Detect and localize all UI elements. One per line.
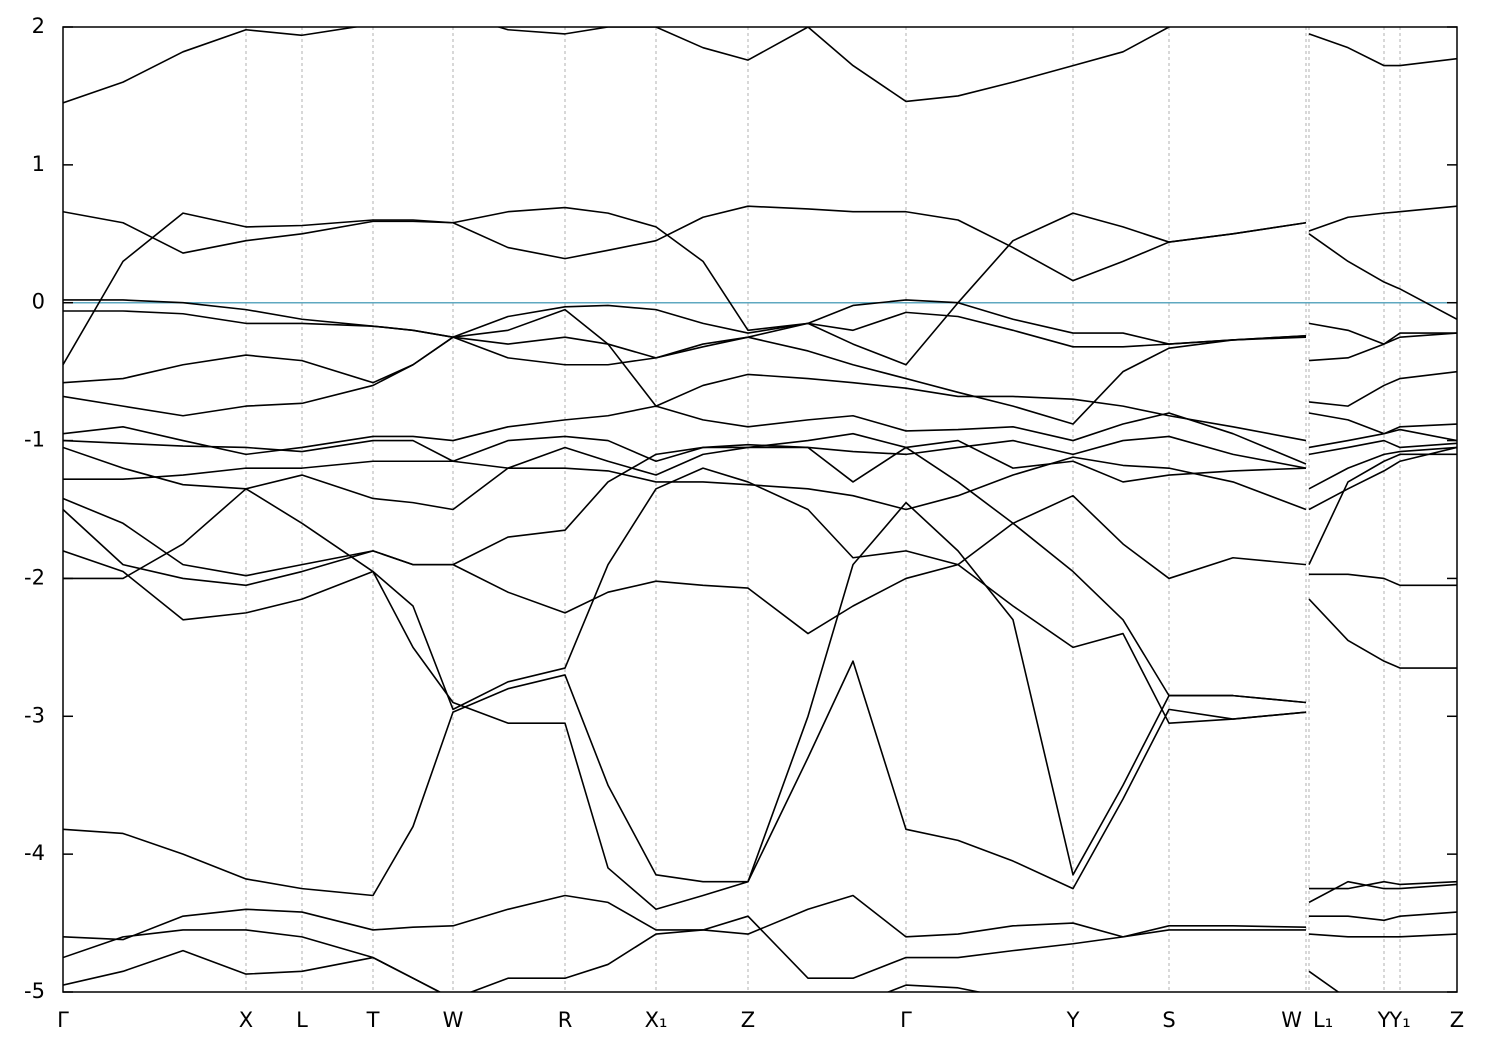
band	[63, 206, 1457, 366]
band	[63, 27, 1457, 104]
x-tick-label: L₁	[1313, 1008, 1333, 1032]
x-tick-label: T	[366, 1008, 380, 1032]
band	[63, 467, 1457, 724]
y-tick-label: -3	[24, 703, 45, 727]
band	[63, 915, 1457, 992]
band	[63, 432, 1457, 704]
x-tick-label: W	[443, 1008, 464, 1032]
x-tick-label: L	[296, 1008, 308, 1032]
y-tick-label: -2	[24, 565, 45, 589]
labels: 210-1-2-3-4-5Γ X L T W R X₁ Z Γ Y S W L₁ YY₁ Z	[24, 14, 1464, 1032]
x-tick-label: W	[1281, 1008, 1302, 1032]
y-tick-label: -4	[24, 841, 45, 865]
y-tick-label: 1	[32, 152, 45, 176]
x-tick-label: Γ	[57, 1008, 69, 1032]
band	[63, 949, 1340, 992]
band	[63, 310, 1457, 362]
y-tick-label: -5	[24, 979, 45, 1003]
x-tick-label: R	[558, 1008, 573, 1032]
band	[63, 435, 1457, 469]
x-tick-label: S	[1162, 1008, 1175, 1032]
band	[63, 446, 1457, 511]
plot-frame	[62, 26, 1458, 993]
x-tick-label: Z	[741, 1008, 755, 1032]
band	[63, 405, 1457, 465]
band	[63, 488, 1457, 911]
x-tick-label: X₁	[645, 1008, 668, 1032]
band	[63, 336, 1457, 425]
band	[63, 439, 1457, 565]
bands	[63, 27, 1457, 992]
band	[63, 894, 1457, 941]
band	[63, 299, 1457, 345]
x-tick-label: X	[239, 1008, 253, 1032]
x-tick-label: Y	[1066, 1008, 1080, 1032]
y-tick-label: 0	[32, 290, 45, 314]
band	[63, 660, 1457, 904]
x-tick-label: Y₁	[1388, 1008, 1410, 1032]
x-tick-label: Z	[1450, 1008, 1464, 1032]
band	[63, 205, 1457, 366]
y-tick-label: -1	[24, 428, 45, 452]
y-tick-label: 2	[32, 14, 45, 38]
x-tick-label: Γ	[900, 1008, 912, 1032]
x-tick-label: Y	[1377, 1008, 1391, 1032]
band	[63, 494, 1457, 669]
